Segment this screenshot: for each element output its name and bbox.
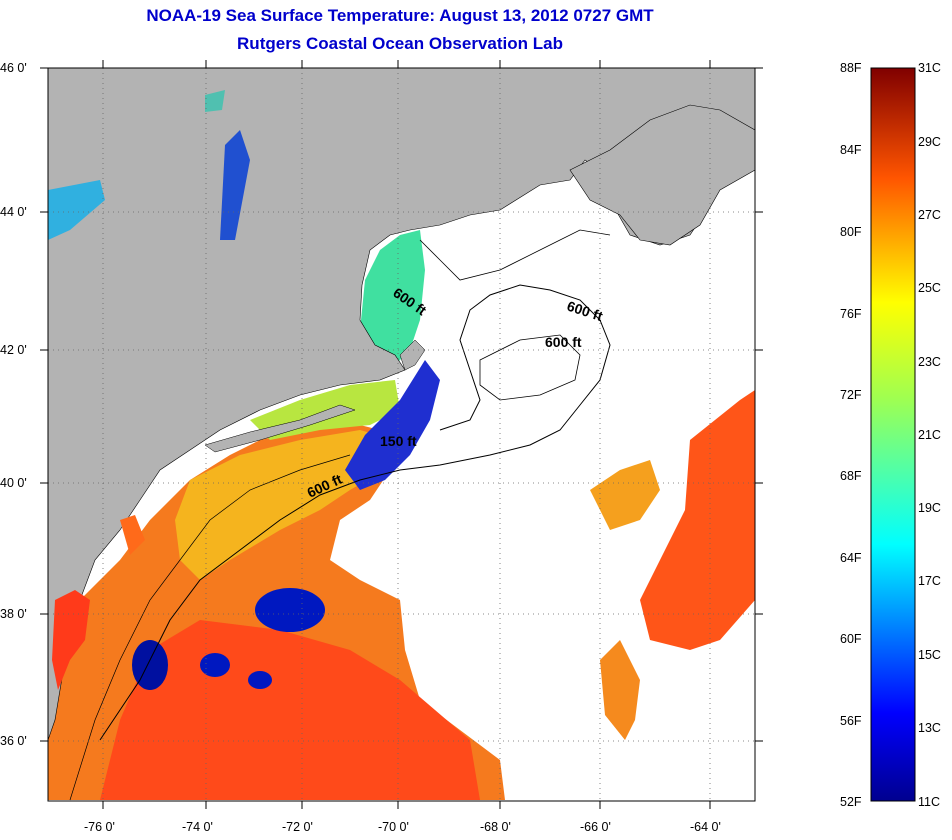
- colorbar: [870, 67, 916, 802]
- lake: [48, 180, 105, 240]
- colorbar-f-label: 56F: [840, 714, 862, 728]
- cold-slope-water: [345, 360, 440, 490]
- lat-label: 44 0': [0, 205, 27, 219]
- lon-label: -72 0': [282, 820, 313, 834]
- colorbar-c-label: 25C: [918, 281, 941, 295]
- colorbar-f-label: 60F: [840, 632, 862, 646]
- colorbar-c-label: 19C: [918, 501, 941, 515]
- colorbar-c-label: 17C: [918, 574, 941, 588]
- cape-cod: [399, 339, 426, 371]
- colorbar-f-label: 52F: [840, 795, 862, 809]
- cold-eddy: [255, 588, 325, 632]
- warm-sst-patch: [600, 640, 640, 740]
- gulf-maine-sst: [360, 230, 425, 365]
- nova-scotia: [569, 104, 755, 246]
- isobath-coastal: [69, 454, 351, 801]
- cold-eddy: [248, 671, 272, 689]
- cold-eddy: [132, 640, 168, 690]
- contour-label: 600 ft: [545, 334, 582, 350]
- map-title: NOAA-19 Sea Surface Temperature: August …: [146, 6, 654, 25]
- colorbar-c-label: 21C: [918, 428, 941, 442]
- colorbar-f-label: 76F: [840, 307, 862, 321]
- colorbar-f-label: 84F: [840, 143, 862, 157]
- isobath-150ft: [419, 229, 611, 281]
- lon-label: -70 0': [378, 820, 409, 834]
- contour-label: 150 ft: [380, 433, 417, 449]
- colorbar-f-label: 88F: [840, 61, 862, 75]
- lon-label: -64 0': [690, 820, 721, 834]
- warm-sst-patch: [590, 460, 660, 530]
- hot-sst-region: [100, 620, 480, 800]
- lon-label: -68 0': [480, 820, 511, 834]
- colorbar-f-label: 72F: [840, 388, 862, 402]
- colorbar-c-label: 11C: [918, 795, 941, 809]
- cold-eddy: [200, 653, 230, 677]
- warm-sst-east: [640, 390, 755, 650]
- yellow-sst-shelf: [175, 430, 395, 580]
- colorbar-c-label: 29C: [918, 135, 941, 149]
- lat-label: 40 0': [0, 476, 27, 490]
- colorbar-c-label: 27C: [918, 208, 941, 222]
- graticule: [48, 68, 755, 801]
- map-frame: [47, 67, 756, 802]
- isobath-600ft: [99, 284, 611, 741]
- long-island: [204, 404, 356, 453]
- lon-label: -74 0': [182, 820, 213, 834]
- colorbar-c-label: 23C: [918, 355, 941, 369]
- lat-label: 46 0': [0, 61, 27, 75]
- lake: [220, 130, 250, 240]
- lat-label: 42 0': [0, 343, 27, 357]
- axis-ticks: [40, 60, 763, 809]
- colorbar-c-label: 15C: [918, 648, 941, 662]
- colorbar-f-label: 64F: [840, 551, 862, 565]
- lake: [205, 90, 225, 112]
- colorbar-f-label: 80F: [840, 225, 862, 239]
- lon-label: -76 0': [84, 820, 115, 834]
- map-subtitle: Rutgers Coastal Ocean Observation Lab: [237, 34, 563, 53]
- chesapeake-bay: [52, 590, 90, 690]
- lon-label: -66 0': [580, 820, 611, 834]
- colorbar-f-label: 68F: [840, 469, 862, 483]
- lat-label: 36 0': [0, 734, 27, 748]
- colorbar-c-label: 31C: [918, 61, 941, 75]
- delaware-bay: [120, 515, 145, 555]
- lat-label: 38 0': [0, 607, 27, 621]
- colorbar-c-label: 13C: [918, 721, 941, 735]
- isobath-georges: [479, 334, 581, 401]
